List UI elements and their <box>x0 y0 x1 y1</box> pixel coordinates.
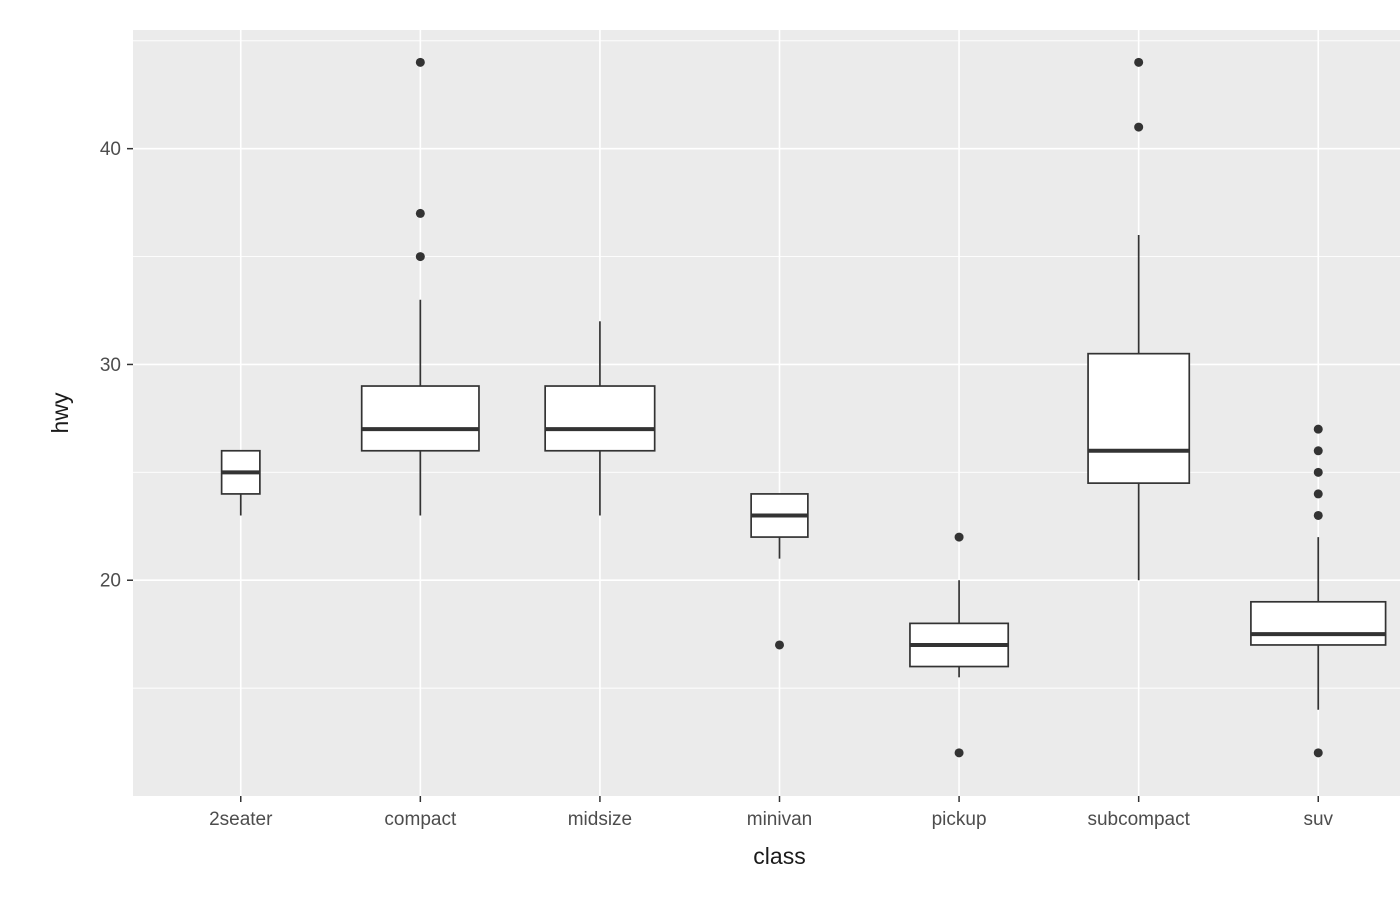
x-tick-label: minivan <box>747 809 812 830</box>
boxplot-pickup <box>909 532 1010 758</box>
boxplot-suv <box>1250 424 1387 758</box>
iqr-box <box>1250 600 1387 646</box>
y-tick-label: 30 <box>100 355 121 376</box>
iqr-box <box>360 385 480 452</box>
iqr-box <box>1087 352 1191 484</box>
y-axis-title: hwy <box>47 392 73 433</box>
x-tick-label: pickup <box>932 809 987 830</box>
iqr-box <box>544 385 656 452</box>
panel-background <box>133 30 1400 796</box>
outlier-point <box>1313 446 1323 456</box>
outlier-point <box>1313 424 1323 434</box>
outlier-point <box>415 208 425 218</box>
outlier-point <box>775 640 784 650</box>
x-axis-title: class <box>753 843 805 869</box>
boxplot-minivan <box>750 493 809 650</box>
outlier-point <box>954 532 964 542</box>
outlier-point <box>1313 467 1323 477</box>
outlier-point <box>415 252 425 262</box>
x-tick-label: 2seater <box>209 809 273 830</box>
y-tick-label: 20 <box>100 571 121 592</box>
outlier-point <box>1313 748 1323 758</box>
outlier-point <box>1313 489 1323 499</box>
y-tick-label: 40 <box>100 139 121 160</box>
x-tick-label: subcompact <box>1087 809 1190 830</box>
x-tick-label: midsize <box>568 809 632 830</box>
boxplot-midsize <box>544 321 656 516</box>
outlier-point <box>1134 57 1144 67</box>
boxplot-figure: 20 30 40 2seater compact midsize minivan pickup… <box>40 16 1400 882</box>
outlier-point <box>1134 122 1144 132</box>
x-tick-label: suv <box>1303 809 1333 830</box>
boxplot-compact <box>360 57 480 516</box>
outlier-point <box>954 748 964 758</box>
outlier-point <box>415 57 425 67</box>
boxplot-chart: 20 30 40 2seater compact midsize minivan pickup… <box>47 30 1400 869</box>
boxplot-subcompact <box>1087 57 1191 581</box>
boxplot-2seater <box>220 449 261 516</box>
outlier-point <box>1313 510 1323 520</box>
x-tick-label: compact <box>384 809 457 830</box>
